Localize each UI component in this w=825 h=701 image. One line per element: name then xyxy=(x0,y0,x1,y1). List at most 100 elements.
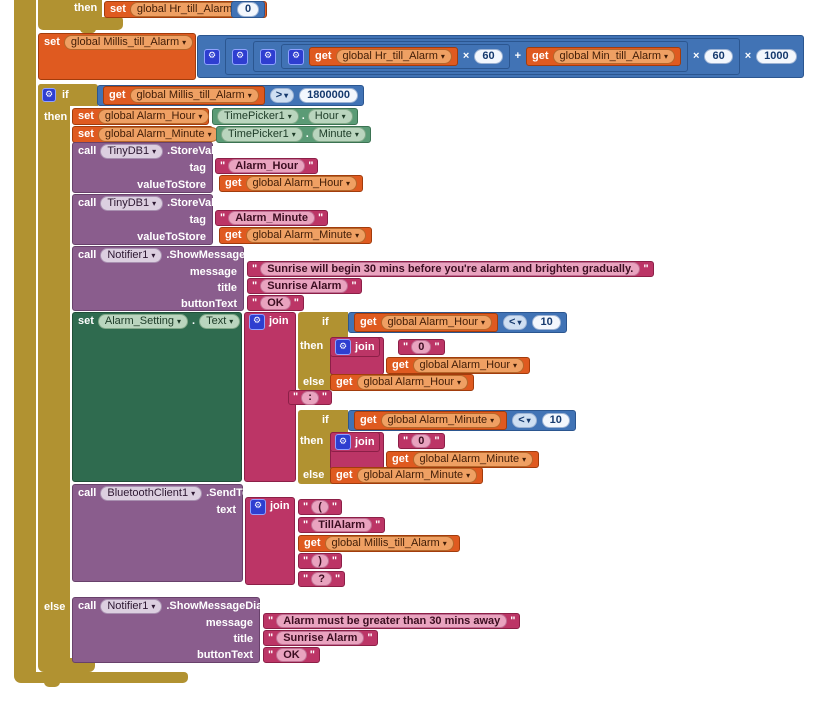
greater-than-condition-block[interactable]: get global Millis_till_Alarm ▾ > ▾ 1800000 xyxy=(97,85,364,106)
variable-dropdown-alarm-hour[interactable]: global Alarm_Hour ▾ xyxy=(97,109,210,124)
string-ok-buttontext[interactable]: " OK " xyxy=(263,647,320,663)
component-dropdown-alarm-setting[interactable]: Alarm_Setting ▾ xyxy=(97,314,189,329)
string-field[interactable]: Sunrise Alarm xyxy=(260,279,349,293)
variable-dropdown-alarm-hour[interactable]: global Alarm_Hour ▾ xyxy=(380,315,493,330)
variable-dropdown-alarm-hour[interactable]: global Alarm_Hour ▾ xyxy=(412,358,525,373)
string-alarm-hour-tag[interactable]: " Alarm_Hour " xyxy=(215,158,319,174)
string-zero-pad[interactable]: " 0 " xyxy=(398,433,445,449)
get-millis-till-alarm-block[interactable]: get global Millis_till_Alarm ▾ xyxy=(103,86,265,105)
variable-dropdown-alarm-hour[interactable]: global Alarm_Hour ▾ xyxy=(356,375,469,390)
variable-dropdown-millis-till-alarm[interactable]: global Millis_till_Alarm ▾ xyxy=(129,88,259,103)
string-field[interactable]: ( xyxy=(311,500,329,514)
multiply-by-1000-block[interactable]: ⚙ ⚙ ⚙ ⚙ get global Hr_till_Alarm ▾ × 60 +… xyxy=(197,35,804,78)
number-field-10[interactable]: 10 xyxy=(541,413,570,428)
call-tinydb-storevalue-block-1[interactable]: call TinyDB1 ▾ .StoreValue tag valueToSto… xyxy=(72,142,227,193)
get-alarm-hour-block[interactable]: get global Alarm_Hour ▾ xyxy=(330,374,475,391)
outer-control-block-left-edge[interactable] xyxy=(14,0,36,673)
comparator-dropdown[interactable]: < ▾ xyxy=(512,413,537,428)
comparator-dropdown[interactable]: > ▾ xyxy=(269,88,295,103)
outer-control-block-bottom-tab[interactable] xyxy=(44,682,60,687)
number-field-1000[interactable]: 1000 xyxy=(756,49,797,64)
component-dropdown-tinydb[interactable]: TinyDB1 ▾ xyxy=(100,196,164,211)
mutator-gear-icon[interactable]: ⚙ xyxy=(232,48,248,65)
string-sunrise-title[interactable]: " Sunrise Alarm " xyxy=(263,630,378,646)
if-block-column[interactable] xyxy=(38,84,70,660)
string-field[interactable]: Alarm_Hour xyxy=(228,159,306,173)
set-millis-till-alarm-block[interactable]: set global Millis_till_Alarm▾ to xyxy=(38,33,208,80)
get-alarm-minute-block[interactable]: get global Alarm_Minute ▾ xyxy=(219,227,373,244)
string-sunrise-title[interactable]: " Sunrise Alarm " xyxy=(247,278,362,294)
call-tinydb-storevalue-block-2[interactable]: call TinyDB1 ▾ .StoreValue tag valueToSto… xyxy=(72,194,227,245)
variable-dropdown-alarm-minute[interactable]: global Alarm_Minute ▾ xyxy=(97,127,219,142)
variable-dropdown-millis-till-alarm[interactable]: global Millis_till_Alarm ▾ xyxy=(63,35,194,50)
addition-block[interactable]: ⚙ ⚙ get global Hr_till_Alarm ▾ × 60 + get… xyxy=(253,41,689,72)
less-than-condition-hour-block[interactable]: get global Alarm_Hour ▾ < ▾ 10 xyxy=(348,312,567,333)
get-alarm-minute-block[interactable]: get global Alarm_Minute ▾ xyxy=(330,467,484,484)
join-block-outer[interactable]: ⚙ join xyxy=(244,312,296,482)
string-field[interactable]: : xyxy=(301,390,319,405)
multiply-by-60-block[interactable]: ⚙ ⚙ ⚙ get global Hr_till_Alarm ▾ × 60 + g… xyxy=(225,38,740,75)
variable-dropdown-hr-till-alarm[interactable]: global Hr_till_Alarm▾ xyxy=(129,2,247,17)
get-alarm-minute-block[interactable]: get global Alarm_Minute ▾ xyxy=(354,411,508,430)
outer-control-block-bottom-bar[interactable] xyxy=(14,672,188,683)
string-field[interactable]: ? xyxy=(311,572,332,586)
prev-if-block-bottom-tab[interactable] xyxy=(80,29,96,33)
timepicker-hour-getter-block[interactable]: TimePicker1 ▾ . Hour ▾ xyxy=(212,108,358,125)
get-min-till-alarm-block[interactable]: get global Min_till_Alarm ▾ xyxy=(526,47,682,66)
number-field-1800000[interactable]: 1800000 xyxy=(299,88,358,103)
component-dropdown-notifier[interactable]: Notifier1 ▾ xyxy=(100,599,163,614)
component-dropdown-tinydb[interactable]: TinyDB1 ▾ xyxy=(100,144,164,159)
variable-dropdown-millis-till-alarm[interactable]: global Millis_till_Alarm ▾ xyxy=(324,536,454,551)
string-field[interactable]: OK xyxy=(260,296,291,310)
mutator-gear-icon[interactable]: ⚙ xyxy=(42,88,56,102)
string-close-paren[interactable]: " ) " xyxy=(298,553,343,569)
variable-dropdown-hr-till-alarm[interactable]: global Hr_till_Alarm▾ xyxy=(335,49,452,64)
set-hr-till-alarm-block[interactable]: set global Hr_till_Alarm▾ to xyxy=(104,1,267,18)
call-notifier-showmessagedialog-block-2[interactable]: call Notifier1 ▾ .ShowMessageDialog messa… xyxy=(72,597,279,663)
number-field-60[interactable]: 60 xyxy=(474,49,503,64)
set-alarm-hour-block[interactable]: set global Alarm_Hour▾ to xyxy=(72,108,224,125)
string-field[interactable]: 0 xyxy=(411,340,432,354)
variable-dropdown-alarm-minute[interactable]: global Alarm_Minute ▾ xyxy=(245,228,367,243)
number-field-60[interactable]: 60 xyxy=(704,49,733,64)
call-bluetooth-sendtext-block[interactable]: call BluetoothClient1 ▾ .SendText text xyxy=(72,484,258,582)
mutator-gear-icon[interactable]: ⚙ xyxy=(335,339,351,355)
mutator-gear-icon[interactable]: ⚙ xyxy=(249,313,265,330)
component-dropdown-timepicker[interactable]: TimePicker1 ▾ xyxy=(217,109,299,124)
variable-dropdown-min-till-alarm[interactable]: global Min_till_Alarm ▾ xyxy=(552,49,676,64)
get-alarm-hour-block[interactable]: get global Alarm_Hour ▾ xyxy=(354,313,499,332)
join-block-hour-pad-header[interactable]: ⚙ join xyxy=(330,337,380,357)
string-ok-buttontext[interactable]: " OK " xyxy=(247,295,304,311)
timepicker-minute-getter-block[interactable]: TimePicker1 ▾ . Minute ▾ xyxy=(216,126,371,143)
variable-dropdown-alarm-minute[interactable]: global Alarm_Minute ▾ xyxy=(380,413,502,428)
string-field[interactable]: 0 xyxy=(411,434,432,448)
prev-if-block-column[interactable] xyxy=(38,0,102,18)
string-field[interactable]: ) xyxy=(311,554,329,568)
comparator-dropdown[interactable]: < ▾ xyxy=(503,315,528,330)
string-sunrise-message[interactable]: " Sunrise will begin 30 mins before you'… xyxy=(247,261,654,277)
string-field[interactable]: Alarm must be greater than 30 mins away xyxy=(276,614,508,628)
mutator-gear-icon[interactable]: ⚙ xyxy=(204,48,220,65)
call-notifier-showmessagedialog-block-1[interactable]: call Notifier1 ▾ .ShowMessageDialog messa… xyxy=(72,246,279,311)
get-millis-till-alarm-block[interactable]: get global Millis_till_Alarm ▾ xyxy=(298,535,460,552)
string-field[interactable]: OK xyxy=(276,648,307,662)
string-field[interactable]: TillAlarm xyxy=(311,518,373,532)
get-alarm-minute-block[interactable]: get global Alarm_Minute ▾ xyxy=(386,451,540,468)
component-dropdown-bluetooth[interactable]: BluetoothClient1 ▾ xyxy=(100,486,203,501)
join-block-minute-pad-header[interactable]: ⚙ join xyxy=(330,432,380,452)
set-alarm-minute-block[interactable]: set global Alarm_Minute▾ to xyxy=(72,126,233,143)
string-zero-pad[interactable]: " 0 " xyxy=(398,339,445,355)
get-alarm-hour-block[interactable]: get global Alarm_Hour ▾ xyxy=(386,357,531,374)
variable-dropdown-alarm-minute[interactable]: global Alarm_Minute ▾ xyxy=(356,468,478,483)
join-block-sendtext[interactable]: ⚙ join xyxy=(245,497,295,585)
string-till-alarm[interactable]: " TillAlarm " xyxy=(298,517,386,533)
string-field[interactable]: Sunrise will begin 30 mins before you're… xyxy=(260,262,641,276)
variable-dropdown-alarm-minute[interactable]: global Alarm_Minute ▾ xyxy=(412,452,534,467)
string-error-message[interactable]: " Alarm must be greater than 30 mins awa… xyxy=(263,613,521,629)
prev-if-block-bottom-wrap[interactable] xyxy=(38,17,123,30)
component-dropdown-notifier[interactable]: Notifier1 ▾ xyxy=(100,248,163,263)
string-alarm-minute-tag[interactable]: " Alarm_Minute " xyxy=(215,210,329,226)
number-zero-block[interactable]: 0 xyxy=(231,1,266,18)
property-dropdown-text[interactable]: Text ▾ xyxy=(199,314,241,329)
string-colon-separator[interactable]: " : " xyxy=(288,390,333,405)
